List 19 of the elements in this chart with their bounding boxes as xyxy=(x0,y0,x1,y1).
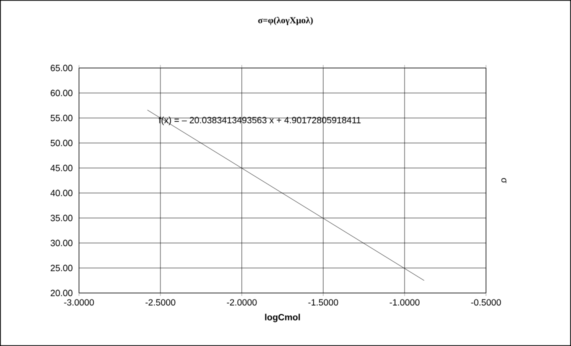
x-tick-label: -3.0000 xyxy=(64,299,94,306)
x-tick-label: -1.5000 xyxy=(308,299,338,306)
chart-title: σ=φ(λογΧμολ) xyxy=(258,16,313,26)
y-tick-label: 20.00 xyxy=(50,290,72,296)
y-tick-label: 35.00 xyxy=(50,214,72,222)
y-tick-label: 25.00 xyxy=(50,264,72,272)
y-tick-label: 55.00 xyxy=(50,114,72,122)
x-tick-label: -2.5000 xyxy=(146,299,176,306)
y-tick-label: 40.00 xyxy=(50,190,72,196)
y-axis-title: σ xyxy=(501,178,506,184)
y-tick-label: 65.00 xyxy=(50,64,72,72)
x-tick-label: -1.0000 xyxy=(390,299,420,306)
x-axis-title: logCmol xyxy=(265,314,300,322)
y-tick-label: 45.00 xyxy=(50,164,72,172)
y-tick-label: 50.00 xyxy=(50,140,72,146)
x-tick-label: -2.0000 xyxy=(226,299,257,306)
y-tick-label: 30.00 xyxy=(50,240,72,246)
y-tick-label: 60.00 xyxy=(50,90,72,96)
x-tick-label: -0.5000 xyxy=(471,299,501,306)
